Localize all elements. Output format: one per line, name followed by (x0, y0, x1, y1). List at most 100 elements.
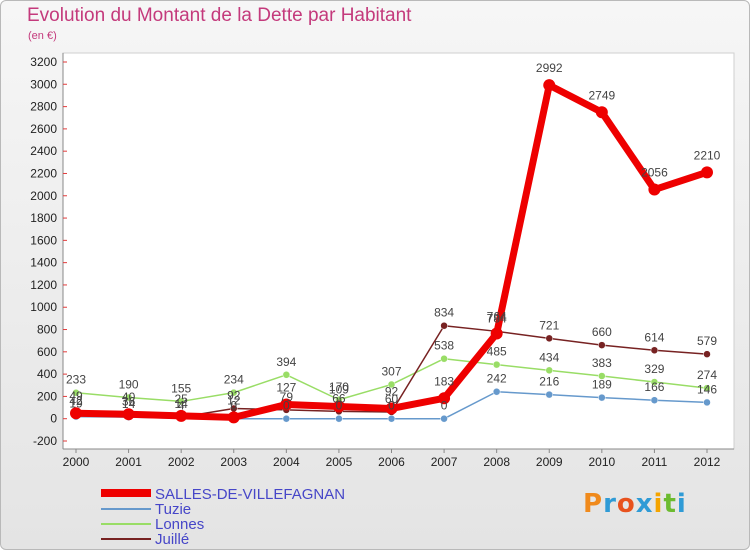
data-label: 0 (283, 399, 290, 413)
data-label: 14 (122, 397, 136, 411)
data-label: 614 (644, 330, 664, 344)
data-label: 92 (385, 384, 399, 398)
y-tick-label: 2400 (30, 144, 57, 158)
legend-label-salles: SALLES-DE-VILLEFAGNAN (155, 486, 345, 503)
data-label: 274 (697, 368, 717, 382)
y-tick-label: 1400 (30, 256, 57, 270)
data-point (387, 414, 396, 423)
y-tick-labels: -200 0 200 400 600 800 1000 1200 1400 1600 1800 200… (30, 55, 67, 448)
y-tick-label: 2000 (30, 189, 57, 203)
data-label: 485 (487, 345, 507, 359)
data-point (490, 327, 503, 340)
data-label: 183 (434, 374, 454, 388)
x-tick-label: 2003 (220, 455, 247, 469)
data-point (124, 393, 133, 402)
logo-letter: r (603, 489, 617, 519)
data-label: 146 (697, 382, 717, 396)
y-tick-label: 1000 (30, 300, 57, 314)
data-point (650, 378, 659, 386)
data-label: 42 (69, 394, 83, 408)
x-tick-label: 2004 (273, 455, 300, 469)
data-label: 233 (66, 373, 86, 387)
data-label: 579 (697, 334, 717, 348)
data-point (70, 407, 82, 420)
x-tick-label: 2001 (115, 455, 142, 469)
data-label: 764 (487, 310, 507, 324)
data-label: 2056 (641, 166, 668, 180)
logo-letter: i (676, 489, 687, 519)
data-point (543, 79, 556, 92)
y-tick-label: 2600 (30, 122, 57, 136)
legend: SALLES-DE-VILLEFAGNAN Tuzie Lonnes Juill… (101, 486, 345, 548)
x-tick-label: 2010 (588, 455, 615, 469)
data-label: 12 (227, 393, 241, 407)
data-label: 383 (592, 356, 612, 370)
data-point (440, 354, 448, 363)
y-tick-label: 3000 (30, 77, 57, 91)
y-tick-label: 1600 (30, 233, 57, 247)
data-point (387, 380, 396, 389)
data-point (703, 350, 711, 358)
data-label: 60 (385, 392, 399, 406)
data-point (282, 371, 291, 379)
data-label: 4 (178, 398, 185, 412)
data-label: 14 (174, 397, 188, 411)
data-point (598, 372, 606, 380)
data-point (440, 321, 448, 330)
logo-letter: t (663, 489, 677, 519)
data-point (703, 398, 711, 407)
data-point (595, 106, 608, 119)
data-point (72, 388, 80, 397)
data-point (701, 166, 713, 179)
data-point (648, 183, 661, 196)
data-point (122, 408, 135, 421)
data-point (703, 384, 711, 392)
data-label: 0 (441, 399, 448, 413)
logo-letter: i (653, 489, 664, 519)
data-label: 434 (539, 350, 559, 364)
data-point (335, 414, 343, 423)
logo-letter: o (616, 489, 636, 519)
data-point (175, 409, 188, 422)
x-tick-label: 2007 (431, 455, 458, 469)
data-point (282, 414, 291, 423)
x-tick-label: 2008 (483, 455, 510, 469)
y-tick-label: 800 (37, 323, 57, 337)
data-label: 660 (592, 325, 612, 339)
proxiti-logo: Proxiti (583, 489, 687, 519)
data-label: 25 (174, 392, 188, 406)
x-tick-label: 2006 (378, 455, 405, 469)
data-label: 166 (644, 380, 664, 394)
y-tick-label: -200 (33, 434, 57, 448)
x-tick-label: 2009 (536, 455, 563, 469)
data-point (438, 392, 451, 405)
x-tick-labels: 2000 2001 2002 2003 2004 2005 2006 2007 2008 2009… (63, 449, 721, 469)
data-point (227, 411, 240, 424)
data-label: 394 (276, 355, 296, 369)
data-label: 0 (230, 399, 237, 413)
y-tick-label: 200 (37, 389, 57, 403)
data-label: 79 (280, 390, 294, 404)
data-point (545, 334, 553, 343)
y-tick-label: 2800 (30, 100, 57, 114)
x-tick-label: 2002 (168, 455, 195, 469)
data-point (492, 360, 501, 369)
data-label: 307 (381, 364, 401, 378)
data-label: 36 (122, 395, 136, 409)
data-point (280, 398, 293, 411)
data-point (385, 402, 398, 415)
chart-title: Evolution du Montant de la Dette par Hab… (27, 5, 412, 26)
y-tick-label: 400 (37, 367, 57, 381)
data-label: 0 (336, 399, 343, 413)
data-label: 329 (644, 362, 664, 376)
legend-label-juille: Juillé (155, 531, 189, 548)
data-point (545, 390, 553, 399)
plot-area (62, 52, 735, 450)
y-tick-label: 3200 (30, 55, 57, 69)
data-point (650, 396, 659, 404)
data-label: 109 (329, 383, 349, 397)
data-point (230, 388, 238, 397)
data-label: 66 (332, 391, 346, 405)
data-point (650, 346, 659, 355)
data-label: 784 (487, 311, 507, 325)
